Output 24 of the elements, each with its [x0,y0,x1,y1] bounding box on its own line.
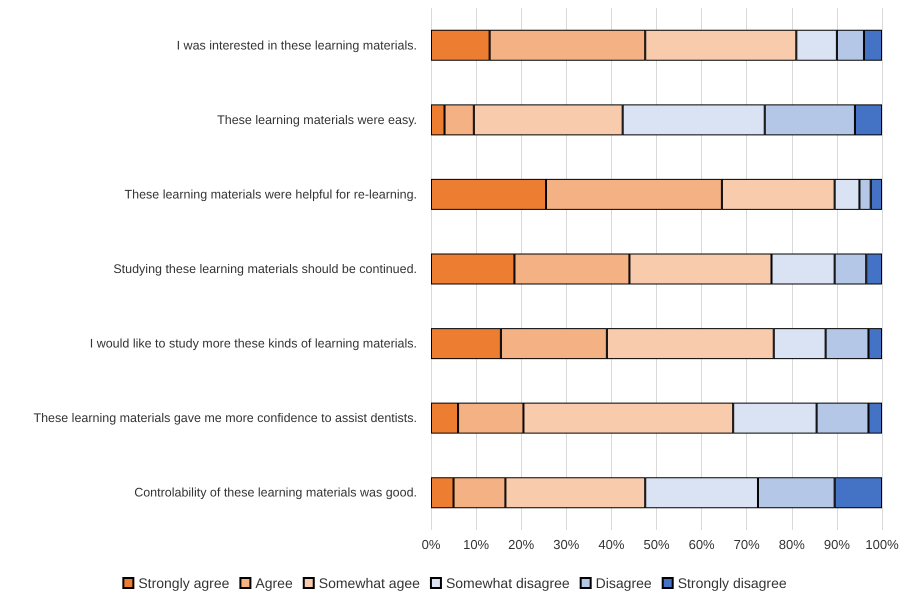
x-tick-label: 20% [508,537,535,552]
x-tick-label: 40% [598,537,625,552]
y-tick-label: I was interested in these learning materials. [176,38,417,52]
legend-label: Strongly agree [138,575,230,591]
x-tick-label: 100% [865,537,900,552]
x-tick-label: 90% [824,537,850,552]
x-tick-label: 80% [778,537,806,552]
y-tick-label: These learning materials were easy. [217,112,417,127]
x-tick-label: 70% [734,537,760,552]
x-tick-label: 60% [688,537,716,552]
legend-label: Somewhat agee [318,575,420,591]
y-tick-label: These learning materials gave me more confidence to assist dentists. [33,411,417,426]
y-tick-label: I would like to study more these kinds of learning materials. [90,336,417,351]
legend-label: Somewhat disagree [446,575,570,591]
x-tick-label: 10% [463,537,490,552]
y-tick-label: Studying these learning materials should be continued. [113,262,417,276]
x-tick-label: 30% [553,537,580,552]
x-tick-label: 50% [643,537,670,552]
legend-label: Disagree [596,575,652,591]
y-tick-label: These learning materials were helpful for re-learning. [124,187,417,202]
legend-label: Agree [255,575,293,591]
y-tick-label: Controlability of these learning materials was good. [134,486,417,500]
x-tick-label: 0% [422,537,441,552]
legend-label: Strongly disagree [678,575,787,591]
